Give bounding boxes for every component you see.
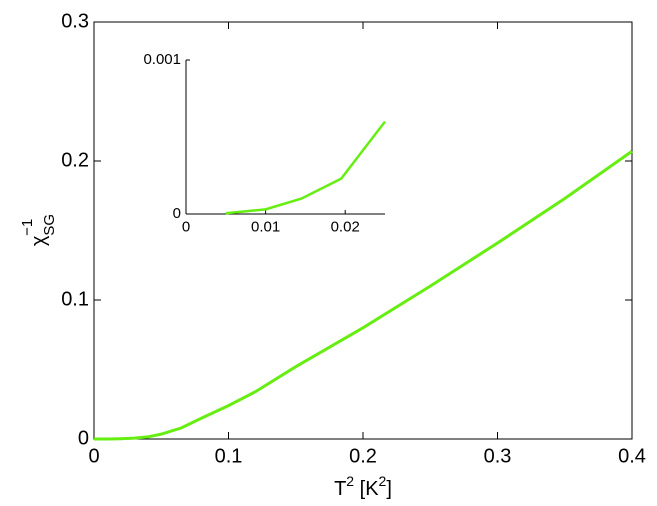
y-tick-label: 0: [173, 205, 181, 222]
x-axis-label: T2 [K2]: [334, 473, 392, 501]
x-tick-label: 0: [88, 445, 99, 467]
x-tick-label: 0.01: [251, 218, 280, 235]
x-tick-label: 0.02: [331, 218, 360, 235]
data-line: [225, 120, 386, 215]
x-tick-label: 0.2: [349, 445, 377, 467]
y-tick-label: 0: [78, 427, 89, 449]
x-tick-label: 0: [182, 218, 190, 235]
y-tick-label: 0.001: [143, 51, 181, 68]
y-tick-label: 0.3: [61, 10, 89, 32]
y-tick-label: 0.2: [61, 149, 89, 171]
y-axis-label: χSG−1: [19, 214, 58, 246]
y-label-text: χSG−1: [19, 214, 58, 246]
data-line: [94, 150, 633, 441]
x-tick-label: 0.1: [215, 445, 243, 467]
x-tick-label: 0.4: [618, 445, 646, 467]
x-tick-label: 0.3: [484, 445, 512, 467]
plot-frame: [93, 21, 633, 440]
y-tick-label: 0.1: [61, 288, 89, 310]
